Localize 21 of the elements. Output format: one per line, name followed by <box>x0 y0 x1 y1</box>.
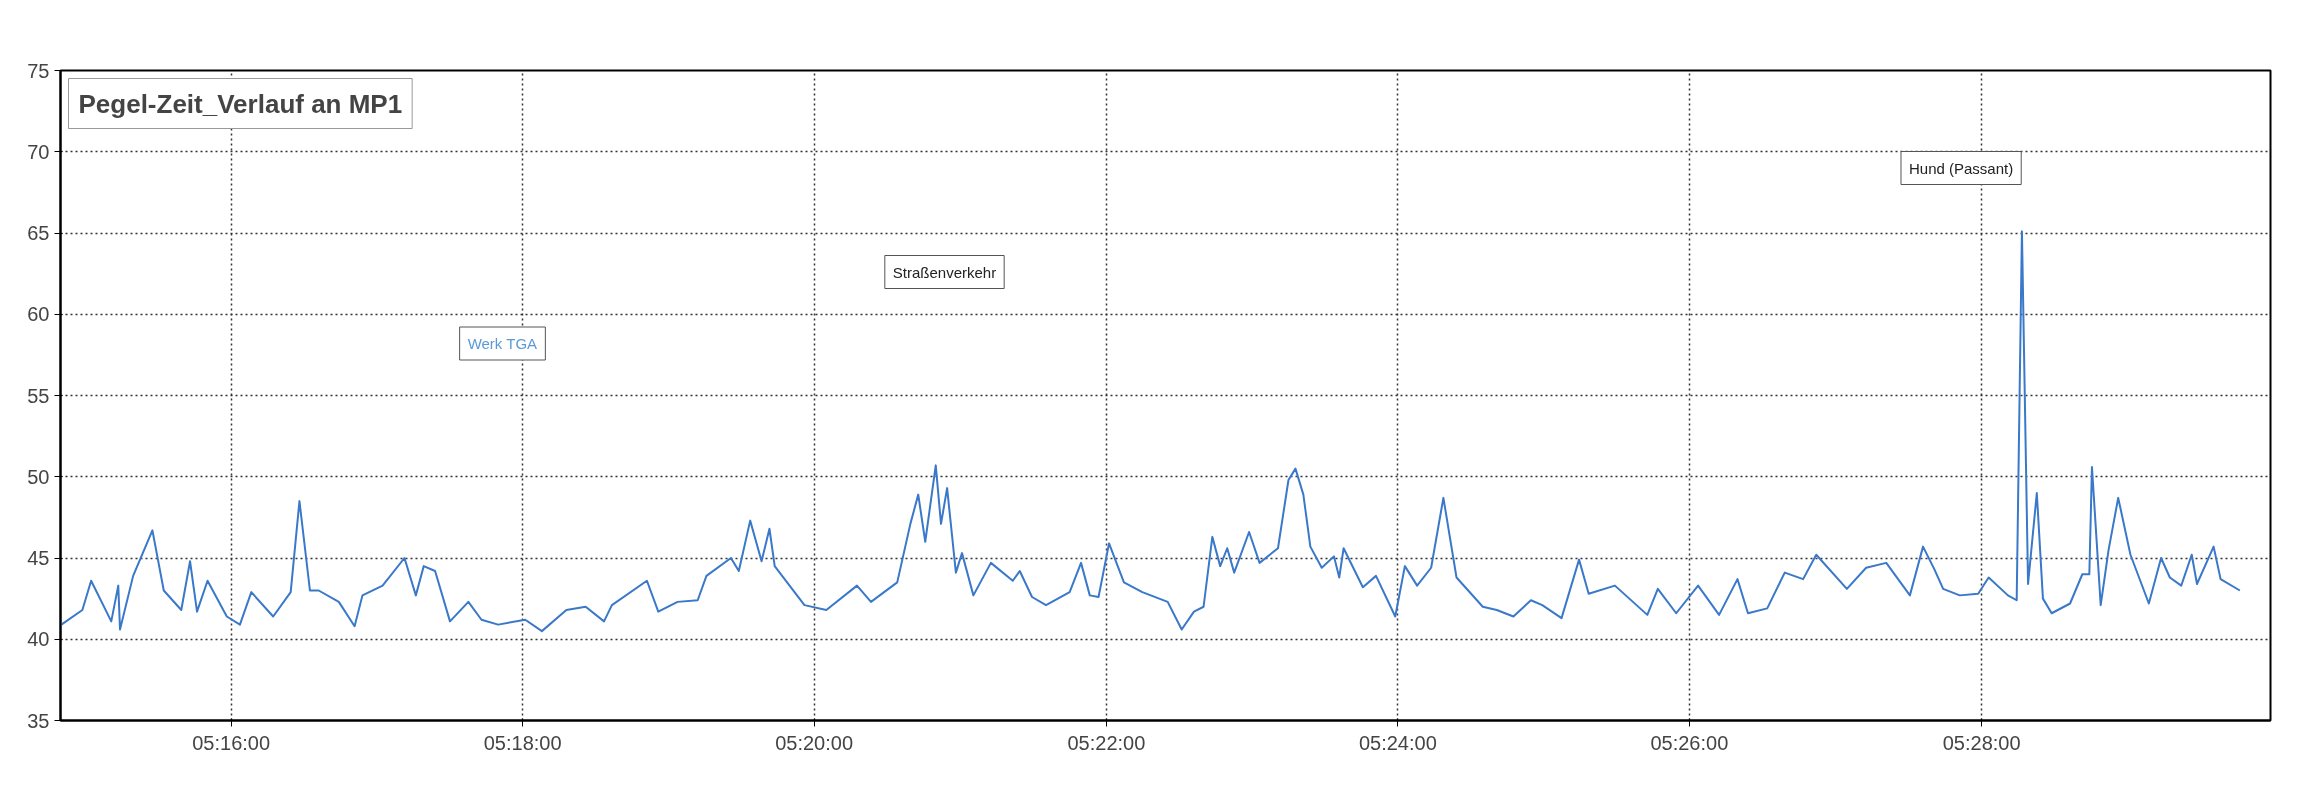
x-tick-label: 05:24:00 <box>1358 731 1437 754</box>
x-tick-label: 05:26:00 <box>1650 731 1729 754</box>
y-tick-label: 35 <box>27 709 50 732</box>
y-tick-label: 50 <box>27 465 50 488</box>
annotation: Werk TGA <box>467 335 538 352</box>
annotation: Hund (Passant) <box>1908 159 2014 177</box>
y-tick-label: 40 <box>27 628 50 651</box>
y-tick-label: 65 <box>27 222 50 244</box>
x-tick-label: 05:16:00 <box>192 731 271 754</box>
text: Pegel-Zeit_Verlauf an MP1 <box>78 88 403 119</box>
x-tick-label: 05:18:00 <box>483 731 562 754</box>
y-tick-label: 75 <box>27 59 50 82</box>
y-tick-label: 70 <box>27 140 50 163</box>
x-tick-label: 05:22:00 <box>1067 731 1146 754</box>
line-series <box>60 230 2241 633</box>
x-tick-label: 05:28:00 <box>1942 731 2021 754</box>
x-tick-label: 05:20:00 <box>775 731 854 754</box>
y-tick-label: 55 <box>27 384 50 407</box>
y-tick-label: 60 <box>27 303 50 326</box>
annotation: Straßenverkehr <box>892 263 997 281</box>
y-tick-label: 45 <box>27 547 50 569</box>
